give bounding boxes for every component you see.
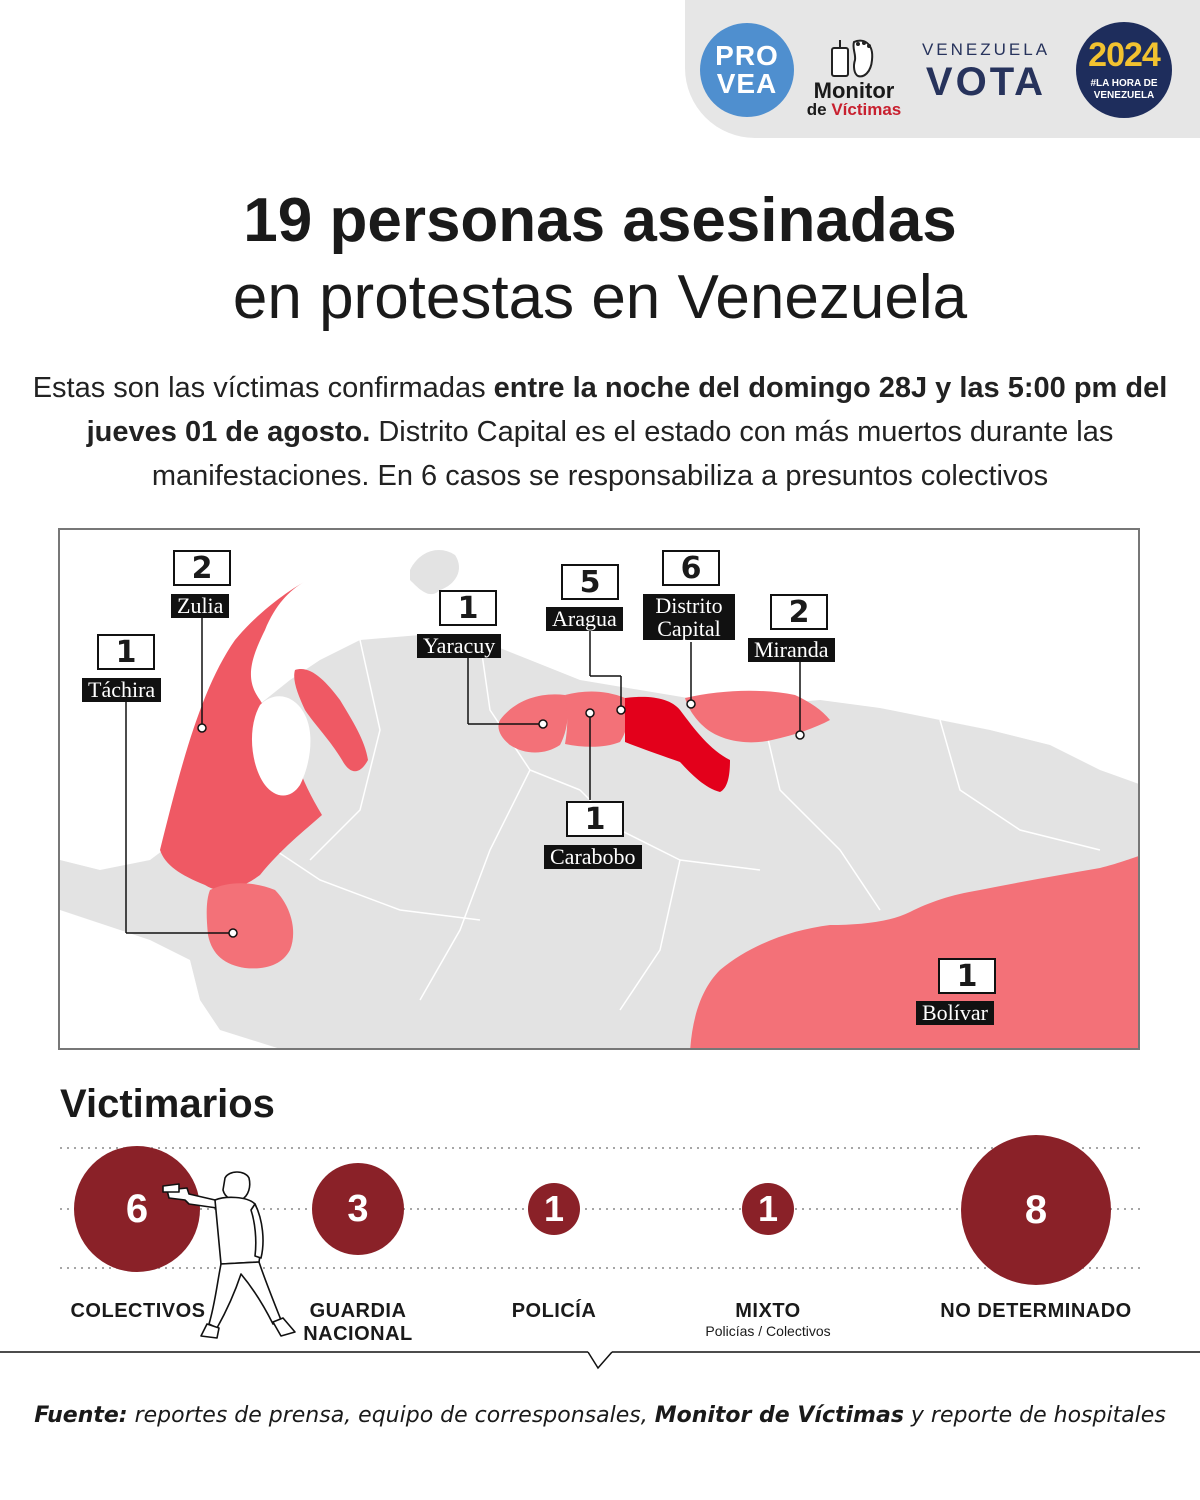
intro-part1: Estas son las víctimas confirmadas [32,372,494,404]
page-subtitle: en protestas en Venezuela [232,263,968,332]
guardia-label-line1: GUARDIA [309,1300,407,1322]
bolivar-label: Bolívar [916,1001,994,1025]
state-markers [197,705,805,938]
distrito-capital-marker [686,699,696,709]
tachira-count: 1 [97,634,155,670]
intro-bold: entre la noche del domingo 28J y las 5:0… [86,372,1168,448]
distrito-capital-label: Distrito Capital [643,594,735,640]
miranda-count: 2 [770,594,828,630]
source-bold: Monitor de Víctimas [654,1403,904,1428]
bolivar-state [690,856,1138,1048]
monitor-victimas-logo: Monitor de Víctimas [798,30,910,122]
guardia-label-line2: NACIONAL [303,1323,413,1345]
hora-logo-line1: #LA HORA DE [1090,78,1158,89]
monitor-logo-victimas: Víctimas [831,100,902,119]
bolivar-count: 1 [938,958,996,994]
victimarios-guides [0,1147,1200,1370]
zulia-east-lobe [294,669,368,772]
source-text2: y reporte de hospitales [903,1403,1166,1428]
intro-text: Estas son las víctimas confirmadas entre… [30,366,1170,498]
toe-tag-icon [831,39,874,78]
vota-logo-line2: VOTA [925,60,1047,104]
mixto-label: MIXTO [735,1300,801,1322]
monitor-logo-line2: de Víctimas [798,101,910,119]
no-determinado-circle: 8 [961,1135,1111,1285]
distrito-capital-count: 6 [662,550,720,586]
zulia-label: Zulia [171,594,230,618]
mixto-circle: 1 [742,1183,794,1235]
tachira-label: Táchira [82,678,162,702]
source-note: Fuente: reportes de prensa, equipo de co… [0,1402,1200,1430]
colectivos-circle: 6 [74,1146,200,1272]
yaracuy-marker [538,719,548,729]
aragua-marker [616,705,626,715]
hora-logo-year: 2024 [1088,36,1161,74]
zulia-state [160,582,322,891]
monitor-logo-de: de [806,100,832,119]
map-geography [60,550,1138,1048]
carabobo-state [565,691,628,747]
yaracuy-count: 1 [439,590,497,626]
distrito-capital-label-line1: Distrito [655,593,723,618]
monitor-logo-line1: Monitor [813,78,895,103]
tachira-state [206,883,294,969]
venezuela-map: 2 Zulia 1 Táchira 1 Yaracuy 5 Aragua 6 D… [58,528,1140,1050]
tachira-marker [228,928,238,938]
aragua-count: 5 [561,564,619,600]
provea-logo: PRO VEA [700,23,794,117]
yaracuy-label: Yaracuy [417,634,502,658]
colectivos-label: COLECTIVOS [70,1300,206,1322]
leader-lines [125,606,801,934]
source-text1: reportes de prensa, equipo de correspons… [127,1403,655,1428]
paraguana-peninsula [410,550,460,595]
page-title: 19 personas asesinadas [243,186,957,255]
guardia-nacional-circle: 3 [312,1163,404,1255]
mixto-sublabel: Policías / Colectivos [705,1323,831,1339]
venezuela-vota-logo: VENEZUELA VOTA [918,40,1054,104]
source-prefix: Fuente: [34,1403,128,1428]
victimarios-title: Victimarios [60,1082,275,1126]
intro-part2: Distrito Capital es el estado con más mu… [151,416,1114,492]
no-determinado-label: NO DETERMINADO [940,1300,1132,1322]
guardia-nacional-label: GUARDIA NACIONAL [258,1300,458,1346]
carabobo-label: Carabobo [544,845,642,869]
policia-circle: 1 [528,1183,580,1235]
aragua-state [625,696,730,792]
miranda-label: Miranda [748,638,835,662]
zulia-count: 2 [173,550,231,586]
lake-maracaibo [251,696,311,796]
aragua-label: Aragua [546,607,623,631]
provea-logo-line1: PRO [715,40,779,71]
la-hora-de-venezuela-logo: 2024 #LA HORA DE VENEZUELA [1076,22,1172,118]
distrito-capital-label-line2: Capital [657,616,721,641]
carabobo-count: 1 [566,801,624,837]
policia-label: POLICÍA [511,1300,597,1322]
miranda-marker [795,730,805,740]
hora-logo-line2: VENEZUELA [1093,90,1155,101]
carabobo-marker [585,708,595,718]
miranda-state [685,690,830,743]
vota-logo-line1: VENEZUELA [921,40,1051,59]
zulia-marker [197,723,207,733]
armed-person-illustration [162,1171,296,1339]
provea-logo-line2: VEA [716,68,778,99]
